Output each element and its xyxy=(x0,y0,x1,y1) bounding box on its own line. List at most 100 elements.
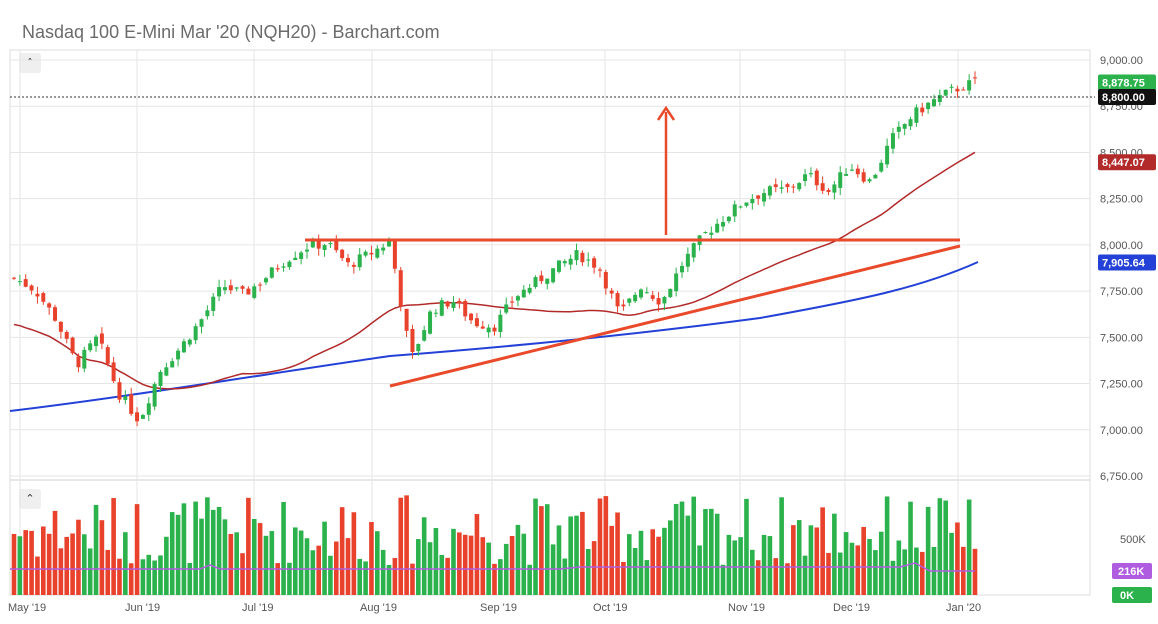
collapse-chevron-up-icon[interactable]: ⌃ xyxy=(19,53,41,73)
plot-frame xyxy=(9,49,1091,596)
volume-bar xyxy=(750,549,755,595)
volume-bar xyxy=(498,559,503,595)
candle-body xyxy=(480,326,485,329)
candle-body xyxy=(135,412,140,422)
volume-bar xyxy=(826,552,831,595)
candle-body xyxy=(638,289,643,298)
candle-body xyxy=(662,296,667,304)
candle-body xyxy=(486,327,491,333)
ma50-price-label-bg xyxy=(1098,154,1156,171)
volume-bar xyxy=(802,555,808,595)
volume-bar xyxy=(123,532,128,595)
y-tick-label: 9,000.00 xyxy=(1100,55,1143,67)
volume-bar xyxy=(40,526,46,595)
y-tick-label: 8,000.00 xyxy=(1100,240,1143,252)
candle-body xyxy=(785,184,790,188)
volume-bar xyxy=(685,515,691,595)
y-tick-label: 8,250.00 xyxy=(1100,194,1143,206)
volume-bar xyxy=(568,516,573,595)
candle-body xyxy=(23,279,28,287)
volume-bar xyxy=(451,528,456,595)
volume-bar xyxy=(779,497,784,595)
candle-body xyxy=(926,102,931,110)
volume-bar xyxy=(251,518,257,595)
candle-body xyxy=(515,296,520,301)
last-price-label: 8,878.75 xyxy=(1102,78,1145,90)
candle-body xyxy=(803,174,808,182)
volume-bar xyxy=(76,519,81,595)
volume-bar xyxy=(873,550,878,595)
candle-body xyxy=(539,275,544,282)
volume-bar xyxy=(64,536,70,595)
volume-bar xyxy=(35,556,40,595)
volume-bar xyxy=(896,540,902,595)
volume-bar xyxy=(23,530,29,595)
volume-bar xyxy=(128,563,134,595)
candle-body xyxy=(304,249,309,252)
candle-body xyxy=(193,326,198,341)
volume-bar xyxy=(380,549,386,595)
y-tick-label: 7,250.00 xyxy=(1100,379,1143,391)
volume-bar xyxy=(837,552,843,595)
volume-bar xyxy=(345,538,351,595)
candle-body xyxy=(451,302,456,308)
candle-body xyxy=(621,304,626,307)
candle-body xyxy=(58,321,63,332)
volume-bar xyxy=(966,499,972,595)
volume-bar xyxy=(667,520,673,595)
volume-bar xyxy=(832,513,837,595)
candle-body xyxy=(404,308,409,331)
candle-body xyxy=(222,287,227,291)
volume-bar xyxy=(709,508,714,595)
x-tick-label: Dec '19 xyxy=(833,602,870,614)
candle-body xyxy=(316,239,321,249)
candle-body xyxy=(931,99,936,107)
volume-bar xyxy=(263,535,269,595)
volume-bar xyxy=(890,560,896,595)
volume-bar xyxy=(246,497,251,595)
volume-bar xyxy=(375,531,380,595)
volume-bar xyxy=(603,496,609,595)
x-tick-label: Nov '19 xyxy=(728,602,765,614)
candle-body xyxy=(732,204,737,217)
candle-body xyxy=(463,300,468,317)
volume-bar xyxy=(146,554,152,595)
candle-body xyxy=(545,278,550,284)
volume-bar xyxy=(275,563,280,595)
volume-bar xyxy=(433,528,439,595)
candle-body xyxy=(615,293,620,307)
candle-body xyxy=(64,331,69,339)
candle-body xyxy=(844,173,849,176)
volume-bar xyxy=(193,501,198,595)
candle-body xyxy=(580,252,585,263)
y-tick-label: 7,750.00 xyxy=(1100,286,1143,298)
candle-body xyxy=(973,77,977,79)
volume-bar xyxy=(849,542,855,595)
volume-bar xyxy=(421,517,427,595)
volume-bar xyxy=(392,558,398,595)
candle-body xyxy=(703,232,708,234)
volume-bar xyxy=(310,550,316,595)
volume-collapse-icon[interactable]: ⌃ xyxy=(19,489,41,509)
candle-body xyxy=(533,277,538,287)
crosshair-price-label-bg xyxy=(1098,88,1156,105)
x-tick-label: Aug '19 xyxy=(360,602,397,614)
candle-body xyxy=(855,168,860,175)
candle-body xyxy=(726,216,731,222)
candle-body xyxy=(674,273,679,292)
candle-body xyxy=(410,328,415,353)
volume-bar xyxy=(703,509,708,595)
volume-bar xyxy=(744,498,749,595)
candle-body xyxy=(351,264,356,267)
volume-bar xyxy=(292,527,298,595)
candle-body xyxy=(181,341,186,353)
candle-body xyxy=(158,371,163,387)
y-tick-label: 7,500.00 xyxy=(1100,332,1143,344)
candle-body xyxy=(492,327,497,332)
volume-zero-label: 0K xyxy=(1120,590,1134,602)
candle-body xyxy=(381,247,386,251)
volume-bar xyxy=(17,536,23,595)
candle-body xyxy=(551,268,556,283)
candle-body xyxy=(258,284,263,286)
candle-body xyxy=(299,252,304,259)
